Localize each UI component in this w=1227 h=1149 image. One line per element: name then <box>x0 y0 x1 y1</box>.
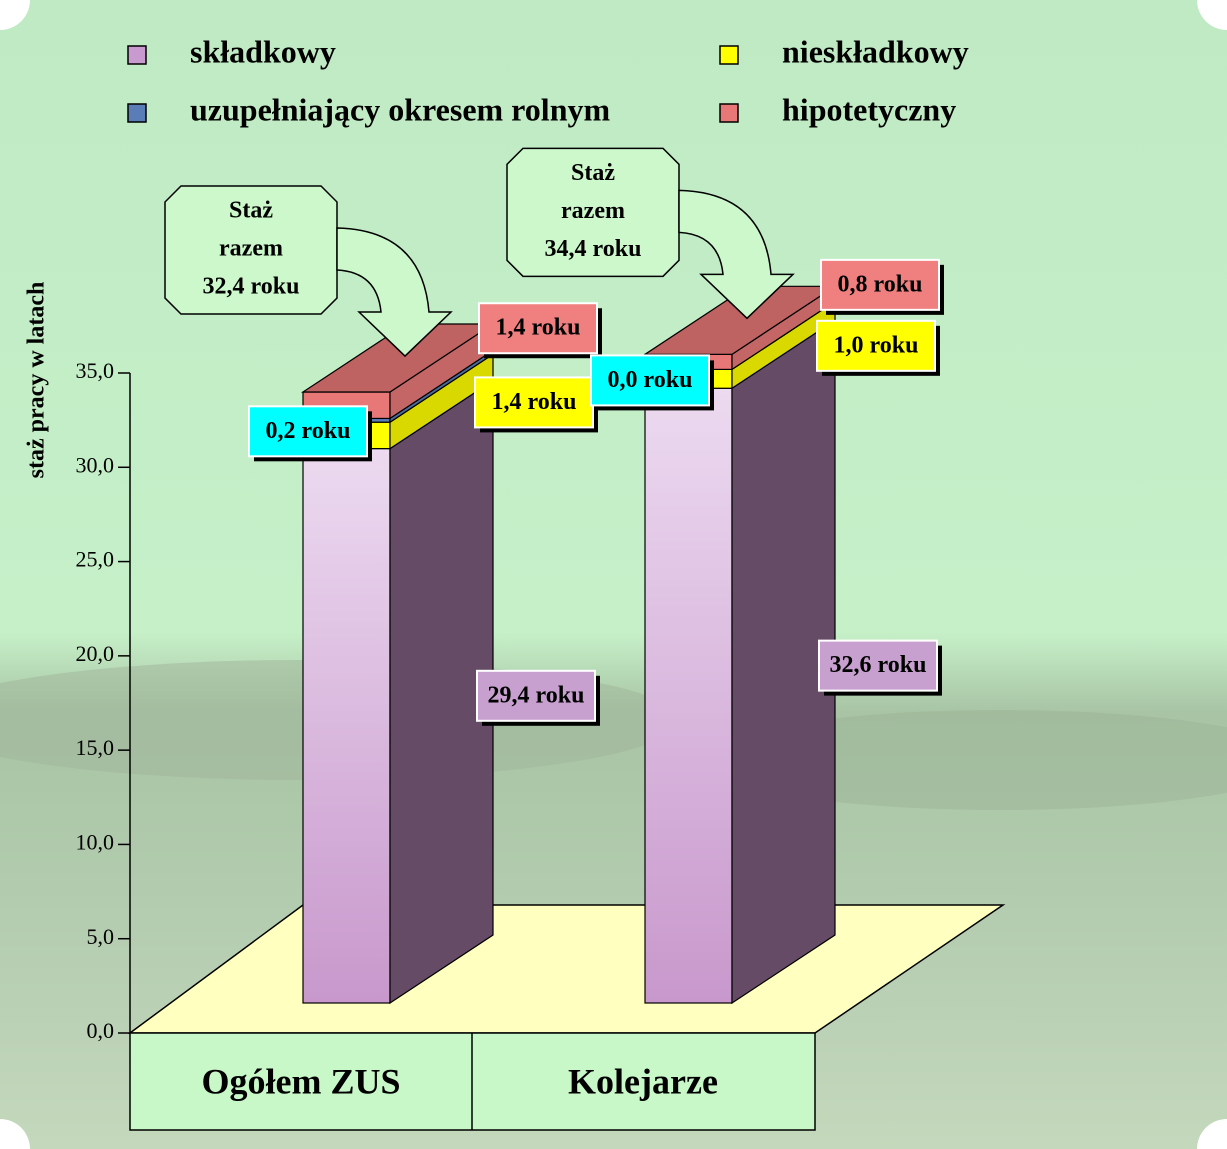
value-label-box <box>590 354 710 407</box>
annotation-arrow <box>336 227 453 358</box>
legend-marker <box>719 103 739 123</box>
legend-marker <box>719 45 739 65</box>
annotation-text: 34,4 roku <box>545 236 642 262</box>
bar-front <box>644 387 733 1004</box>
bar-segment <box>301 322 495 420</box>
value-label: 0,2 roku <box>266 418 351 444</box>
y-tick-label: 20,0 <box>76 641 115 666</box>
value-label: 1,0 roku <box>834 332 919 358</box>
legend-label: nieskładkowy <box>782 33 969 69</box>
value-label-box <box>476 669 596 722</box>
x-tick-label: Ogółem ZUS <box>201 1061 400 1101</box>
legend-marker <box>127 103 147 123</box>
value-label: 32,6 roku <box>830 652 927 678</box>
annotation-box <box>164 185 338 315</box>
annotation-text: Staż <box>571 160 615 186</box>
y-tick-label: 0,0 <box>87 1018 115 1043</box>
value-label-box <box>818 639 938 692</box>
value-label-box <box>248 405 368 458</box>
annotation-text: razem <box>219 236 283 262</box>
value-label-box <box>474 376 594 429</box>
value-label: 1,4 roku <box>496 315 581 341</box>
value-label: 29,4 roku <box>488 682 585 708</box>
y-tick-label: 5,0 <box>87 924 115 949</box>
y-tick-label: 35,0 <box>76 358 115 383</box>
y-tick-label: 30,0 <box>76 452 115 477</box>
value-label-box <box>820 258 940 311</box>
y-axis-label: staż pracy w latach <box>24 282 50 479</box>
y-tick-label: 10,0 <box>76 829 115 854</box>
value-label-box <box>816 319 936 372</box>
x-tick-label: Kolejarze <box>568 1061 718 1101</box>
value-label-box <box>478 302 598 355</box>
legend-label: uzupełniający okresem rolnym <box>190 91 610 127</box>
annotation-text: 32,4 roku <box>203 274 300 300</box>
annotation-arrow <box>678 189 795 320</box>
annotation-box <box>506 147 680 278</box>
value-label: 0,8 roku <box>838 271 923 297</box>
annotation-text: Staż <box>229 198 273 224</box>
legend-label: hipotetyczny <box>782 91 956 127</box>
bar-segment <box>302 379 494 1005</box>
y-tick-label: 25,0 <box>76 547 115 572</box>
annotation-text: razem <box>561 198 625 224</box>
legend-label: składkowy <box>190 33 336 69</box>
bar-front <box>302 448 391 1004</box>
value-label: 0,0 roku <box>608 367 693 393</box>
bar-segment <box>644 319 836 1005</box>
category-table <box>129 1032 816 1131</box>
y-tick-label: 15,0 <box>76 735 115 760</box>
legend-marker <box>127 45 147 65</box>
value-label: 1,4 roku <box>492 389 577 415</box>
